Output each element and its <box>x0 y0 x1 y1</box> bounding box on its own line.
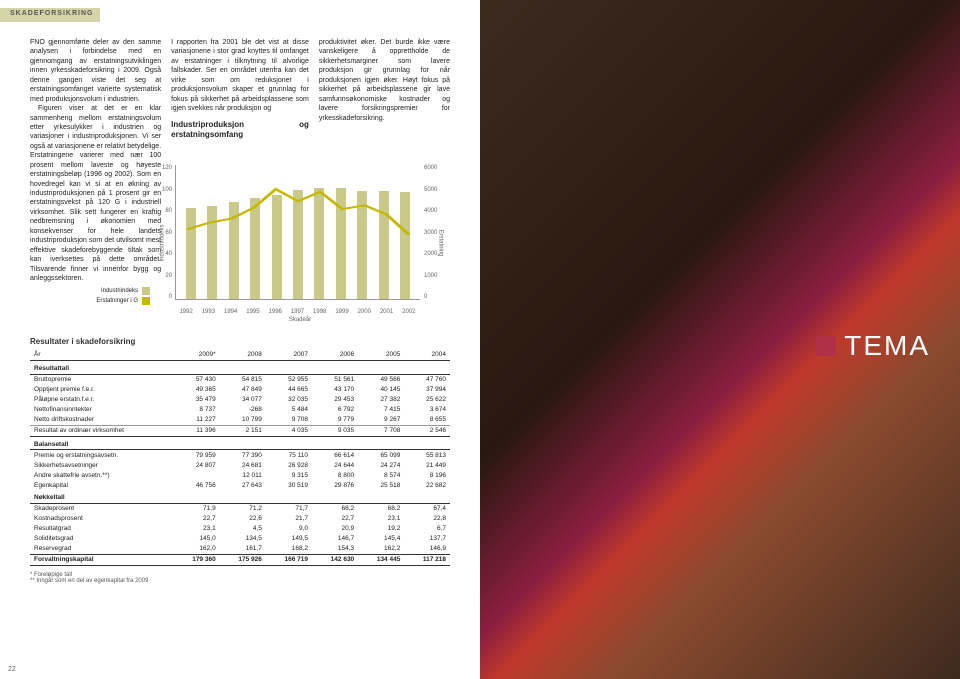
text-column-1: FNO gjennomførte deler av den samme anal… <box>30 38 161 283</box>
tema-label: TEMA <box>844 330 930 362</box>
table-row: Påløpne erstatn.f.e.r.35 47934 07732 035… <box>30 395 450 405</box>
table-row: Andre skattefrie avsetn.**)12 0119 3158 … <box>30 470 450 480</box>
section-tag: SKADEFORSIKRING <box>10 10 93 17</box>
header-band: SKADEFORSIKRING <box>30 0 450 30</box>
page-number: 22 <box>8 666 16 673</box>
table-row: Skadeprosent71,971,271,768,268,267,4 <box>30 503 450 514</box>
table-row: Bruttopremie57 43054 81552 95551 56149 5… <box>30 374 450 385</box>
legend-item: Industriindeks <box>101 287 150 295</box>
left-page: SKADEFORSIKRING FNO gjennomførte deler a… <box>0 0 480 679</box>
table-row: Reservegrad162,0161,7168,2154,3162,2146,… <box>30 544 450 555</box>
x-axis: 1992199319941995199619971998199920002001… <box>175 309 420 315</box>
table-row: Opptjent premie f.e.r.49 36547 84944 665… <box>30 385 450 395</box>
table-row: Nettofinansinntekter8 737-2685 4846 7927… <box>30 405 450 415</box>
paragraph: FNO gjennomførte deler av den samme anal… <box>30 38 161 104</box>
table-row: Soliditetsgrad145,0134,5149,5146,7145,41… <box>30 534 450 544</box>
y-left-label: Industriindeks <box>160 225 166 262</box>
footnotes: * Foreløpige tall** Inngår som en del av… <box>30 572 450 584</box>
line-series <box>176 165 420 299</box>
x-axis-label: Skadeår <box>150 317 450 323</box>
legend-item: Erstatninger i G <box>96 297 150 305</box>
y-right-label: Erstatning <box>437 230 443 257</box>
paragraph: Figuren viser at det er en klar sammenhe… <box>30 104 161 283</box>
table-row: Premie og erstatningsavsetn.79 95977 390… <box>30 450 450 461</box>
results-table: År2009*20082007200620052004ResultattallB… <box>30 349 450 566</box>
table-row: Netto driftskostnader11 22710 7999 7089 … <box>30 415 450 426</box>
paragraph: I rapporten fra 2001 ble det vist at dis… <box>171 38 309 114</box>
combo-chart: 120100806040200 600050004000300020001000… <box>150 165 450 315</box>
chart-area: Industriproduksjon og erstatningsomfang <box>171 120 309 142</box>
table-row: Kostnadsprosent22,722,621,722,723,122,8 <box>30 514 450 524</box>
table-title: Resultater i skadeforsikring <box>30 337 450 346</box>
chart-plot <box>175 165 420 300</box>
table-row: Egenkapital46 75627 64330 51929 87625 51… <box>30 480 450 490</box>
paragraph: produktivitet øker. Det burde ikke være … <box>319 38 450 123</box>
chart-title: Industriproduksjon og erstatningsomfang <box>171 120 309 142</box>
table-row: Resultatgrad23,14,59,020,919,26,7 <box>30 524 450 534</box>
table-row: Sikkerhetsavsetninger24 80724 68126 9282… <box>30 460 450 470</box>
tema-heading: TEMA <box>816 330 930 362</box>
tema-square-icon <box>816 336 836 356</box>
right-page: TEMA <box>480 0 960 679</box>
